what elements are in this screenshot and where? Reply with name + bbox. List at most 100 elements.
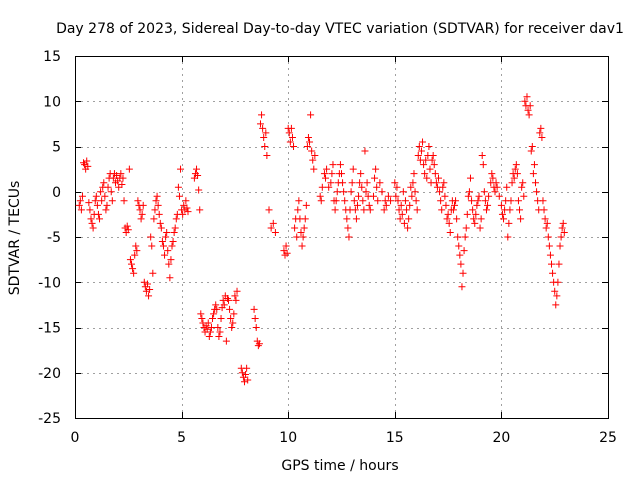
data-point bbox=[139, 201, 147, 209]
data-point bbox=[395, 206, 403, 214]
data-point bbox=[328, 170, 336, 178]
data-point bbox=[507, 197, 515, 205]
data-point bbox=[92, 192, 100, 200]
data-point bbox=[538, 133, 546, 141]
data-point bbox=[162, 233, 170, 241]
data-point bbox=[558, 224, 566, 232]
data-point bbox=[407, 183, 415, 191]
data-point bbox=[134, 197, 142, 205]
data-point bbox=[103, 201, 111, 209]
data-point bbox=[435, 174, 443, 182]
data-point bbox=[261, 143, 269, 150]
data-point bbox=[560, 228, 568, 236]
data-point bbox=[311, 152, 319, 160]
data-point bbox=[537, 124, 545, 132]
data-point bbox=[310, 165, 318, 173]
x-axis-label: GPS time / hours bbox=[281, 458, 398, 474]
data-point bbox=[213, 305, 221, 313]
data-point bbox=[304, 133, 312, 141]
data-point bbox=[323, 165, 331, 173]
data-point bbox=[299, 233, 307, 241]
data-point bbox=[419, 138, 427, 146]
data-point bbox=[177, 165, 185, 173]
data-point bbox=[505, 219, 513, 227]
data-point bbox=[460, 247, 468, 255]
data-point bbox=[325, 183, 333, 191]
data-point bbox=[391, 179, 399, 187]
data-point bbox=[138, 210, 146, 218]
data-point bbox=[555, 260, 563, 268]
data-point bbox=[384, 192, 392, 200]
data-point bbox=[471, 219, 479, 227]
data-point bbox=[543, 219, 551, 227]
data-point bbox=[372, 165, 380, 173]
data-point bbox=[413, 206, 421, 214]
data-point bbox=[341, 197, 349, 205]
y-tick-label: 10 bbox=[43, 94, 61, 110]
data-point bbox=[449, 206, 457, 214]
data-point bbox=[107, 188, 115, 196]
data-point bbox=[155, 210, 163, 218]
data-point bbox=[401, 197, 409, 205]
data-point bbox=[445, 219, 453, 227]
data-point bbox=[473, 201, 481, 209]
data-point bbox=[297, 228, 305, 236]
data-point bbox=[415, 143, 423, 150]
data-point bbox=[295, 197, 303, 205]
data-point bbox=[347, 188, 355, 196]
data-point bbox=[446, 228, 454, 236]
data-point bbox=[423, 174, 431, 182]
data-point bbox=[429, 152, 437, 160]
data-point bbox=[294, 206, 302, 214]
data-point bbox=[148, 242, 156, 250]
data-point bbox=[251, 314, 259, 322]
data-point bbox=[412, 197, 420, 205]
data-point bbox=[93, 201, 101, 209]
data-point bbox=[269, 219, 277, 227]
data-point bbox=[159, 242, 167, 250]
data-point bbox=[123, 222, 131, 230]
data-point bbox=[369, 192, 377, 200]
data-point bbox=[124, 226, 132, 234]
data-point bbox=[143, 280, 151, 288]
data-point bbox=[262, 129, 270, 137]
data-point bbox=[349, 165, 357, 173]
data-point bbox=[151, 206, 159, 214]
data-point bbox=[130, 269, 138, 277]
data-point bbox=[182, 197, 190, 205]
data-point bbox=[378, 188, 386, 196]
data-point bbox=[524, 106, 532, 114]
data-point bbox=[520, 192, 528, 200]
data-point bbox=[142, 287, 150, 295]
data-point bbox=[231, 292, 239, 300]
data-point bbox=[559, 219, 567, 227]
data-point bbox=[168, 242, 176, 250]
data-point bbox=[497, 201, 505, 209]
data-point bbox=[444, 210, 452, 218]
data-point bbox=[380, 206, 388, 214]
data-point bbox=[165, 260, 173, 268]
data-point bbox=[140, 278, 148, 286]
data-point bbox=[125, 165, 133, 173]
data-point bbox=[212, 301, 220, 309]
y-tick-label: 15 bbox=[43, 49, 61, 65]
data-point bbox=[254, 342, 262, 350]
y-tick-label: -5 bbox=[47, 230, 61, 246]
data-point bbox=[527, 147, 535, 155]
data-point bbox=[301, 215, 309, 223]
data-point bbox=[259, 124, 267, 132]
data-point bbox=[362, 188, 370, 196]
x-tick-label: 5 bbox=[177, 430, 186, 446]
data-point bbox=[437, 197, 445, 205]
data-point bbox=[197, 310, 205, 318]
data-point bbox=[215, 333, 223, 341]
data-point bbox=[485, 192, 493, 200]
data-point bbox=[417, 147, 425, 155]
data-point bbox=[421, 170, 429, 178]
data-point bbox=[146, 285, 154, 293]
data-point bbox=[504, 233, 512, 241]
data-point bbox=[432, 179, 440, 187]
data-point bbox=[81, 161, 89, 169]
data-point bbox=[333, 188, 341, 196]
